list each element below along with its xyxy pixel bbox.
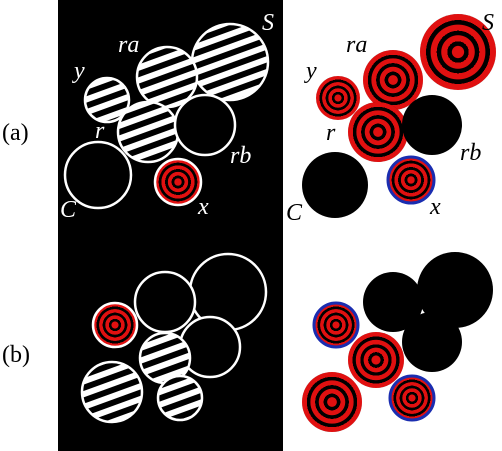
right-a-circles	[302, 14, 496, 218]
label: C	[286, 200, 303, 226]
label: rb	[230, 143, 251, 169]
right-b-circles	[302, 252, 493, 432]
label: x	[197, 194, 209, 220]
label: ra	[118, 32, 139, 58]
label: ra	[346, 32, 367, 58]
label: S	[482, 10, 494, 36]
panel-label: (b)	[2, 342, 30, 368]
label: x	[429, 194, 441, 220]
label: r	[95, 118, 105, 144]
label: r	[326, 120, 336, 146]
panel-label: (a)	[2, 120, 29, 146]
label: S	[262, 10, 274, 36]
label: y	[304, 58, 317, 84]
label: y	[72, 58, 85, 84]
label: C	[60, 197, 77, 223]
figure: (a) (b) S ra y r rb C x S ra y r rb C x	[0, 0, 502, 451]
label: rb	[460, 140, 481, 166]
